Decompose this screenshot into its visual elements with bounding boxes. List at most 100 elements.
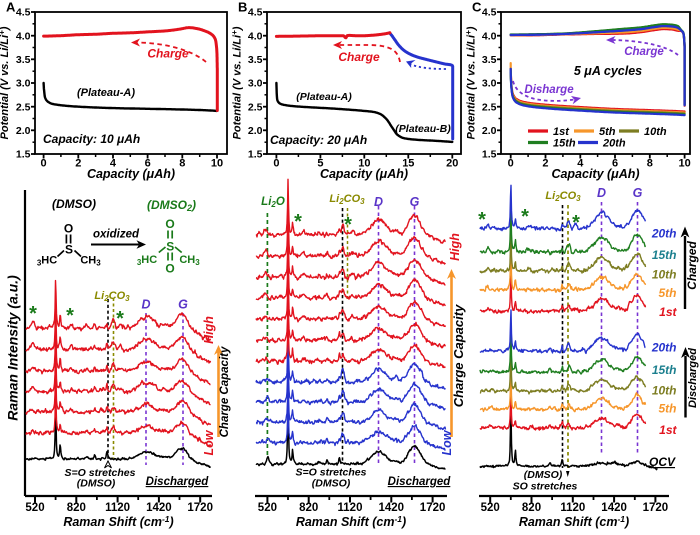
svg-text:G: G (633, 186, 643, 200)
svg-text:4.5: 4.5 (482, 7, 497, 19)
svg-text:*: * (572, 212, 580, 234)
svg-text:3.0: 3.0 (482, 78, 497, 90)
svg-text:3HC: 3HC (37, 255, 57, 268)
svg-text:S=O stretches: S=O stretches (65, 467, 136, 479)
svg-text:Potential (V vs. Li/Li+): Potential (V vs. Li/Li+) (230, 26, 244, 139)
svg-text:3HC: 3HC (137, 254, 157, 267)
svg-text:10th: 10th (652, 268, 677, 282)
svg-text:(Plateau-A): (Plateau-A) (296, 91, 352, 103)
svg-text:1.5: 1.5 (248, 149, 263, 161)
svg-text:S=O stretches: S=O stretches (296, 467, 367, 479)
svg-text:Capacity (μAh): Capacity (μAh) (87, 167, 175, 181)
svg-text:*: * (66, 305, 74, 327)
svg-text:2.5: 2.5 (248, 101, 263, 113)
svg-text:3.5: 3.5 (482, 54, 497, 66)
svg-text:(Plateau-B): (Plateau-B) (395, 123, 451, 135)
svg-text:(DMSO): (DMSO) (524, 469, 563, 481)
svg-text:Discharged: Discharged (146, 476, 210, 488)
svg-text:20th: 20th (651, 227, 677, 241)
svg-text:D: D (141, 298, 150, 312)
svg-text:Li2CO3: Li2CO3 (94, 290, 130, 303)
svg-text:Raman Shift (cm-1): Raman Shift (cm-1) (519, 514, 629, 529)
svg-text:4.5: 4.5 (16, 7, 31, 19)
svg-text:(DMSO): (DMSO) (77, 478, 116, 490)
svg-text:8: 8 (179, 158, 185, 170)
svg-text:(DMSO): (DMSO) (312, 478, 351, 490)
svg-text:1720: 1720 (187, 502, 213, 514)
svg-text:820: 820 (299, 502, 318, 514)
svg-text:6: 6 (612, 158, 618, 170)
svg-text:0: 0 (273, 158, 279, 170)
svg-text:oxidized: oxidized (93, 229, 140, 241)
svg-text:1420: 1420 (146, 502, 172, 514)
svg-text:Capacity: 10 μAh: Capacity: 10 μAh (43, 132, 140, 146)
svg-text:Capacity (μAh): Capacity (μAh) (320, 167, 408, 181)
svg-text:Capacity (μAh): Capacity (μAh) (551, 167, 639, 181)
svg-text:10: 10 (678, 158, 690, 170)
svg-text:0: 0 (41, 158, 47, 170)
svg-text:(DMSO2): (DMSO2) (147, 198, 196, 213)
svg-text:520: 520 (258, 502, 277, 514)
svg-text:820: 820 (522, 502, 541, 514)
svg-text:Capacity: 20 μAh: Capacity: 20 μAh (270, 133, 367, 147)
svg-text:3.5: 3.5 (248, 54, 263, 66)
svg-text:15th: 15th (553, 138, 576, 150)
svg-text:520: 520 (25, 502, 44, 514)
svg-text:2: 2 (75, 158, 81, 170)
svg-text:1120: 1120 (105, 502, 130, 514)
svg-text:10th: 10th (644, 126, 667, 138)
svg-text:5th: 5th (659, 286, 677, 300)
svg-text:OCV: OCV (649, 455, 676, 469)
svg-text:4: 4 (577, 158, 584, 170)
svg-text:S: S (65, 243, 73, 257)
svg-text:Disharge: Disharge (524, 84, 574, 96)
svg-text:1120: 1120 (560, 502, 585, 514)
svg-text:Li2CO3: Li2CO3 (329, 193, 365, 206)
svg-text:(Plateau-A): (Plateau-A) (77, 87, 135, 99)
svg-text:Charge: Charge (338, 50, 380, 64)
svg-text:15th: 15th (652, 363, 677, 377)
svg-text:4.0: 4.0 (16, 30, 31, 42)
svg-text:5: 5 (317, 158, 323, 170)
svg-text:520: 520 (481, 502, 500, 514)
svg-text:3.0: 3.0 (16, 78, 31, 90)
svg-text:1.5: 1.5 (16, 149, 31, 161)
svg-text:S: S (166, 240, 174, 254)
svg-text:O: O (165, 262, 174, 276)
svg-text:High: High (448, 233, 462, 261)
svg-text:20th: 20th (651, 341, 677, 355)
svg-text:5th: 5th (599, 126, 616, 138)
svg-text:1st: 1st (659, 305, 677, 319)
svg-text:1st: 1st (553, 126, 570, 138)
svg-text:G: G (178, 298, 188, 312)
svg-text:Charge: Charge (624, 46, 664, 58)
svg-text:O: O (165, 217, 174, 231)
svg-text:1720: 1720 (643, 502, 669, 514)
svg-text:CH3: CH3 (179, 254, 200, 267)
svg-text:SO stretches: SO stretches (513, 481, 578, 493)
svg-text:4.0: 4.0 (482, 30, 497, 42)
svg-text:5 μA cycles: 5 μA cycles (574, 64, 642, 78)
svg-text:Li2O: Li2O (261, 196, 285, 209)
svg-text:*: * (116, 308, 124, 330)
svg-text:Potential (V vs. Li/Li+): Potential (V vs. Li/Li+) (0, 26, 11, 139)
svg-text:1.5: 1.5 (482, 149, 497, 161)
svg-text:2.0: 2.0 (248, 125, 263, 137)
svg-text:0: 0 (508, 158, 514, 170)
svg-text:3.0: 3.0 (248, 78, 263, 90)
svg-text:1720: 1720 (420, 502, 446, 514)
svg-text:D: D (374, 195, 383, 209)
svg-text:*: * (29, 303, 37, 325)
svg-text:1420: 1420 (601, 502, 627, 514)
svg-text:D: D (597, 186, 606, 200)
svg-text:Charge Capacity: Charge Capacity (451, 304, 466, 407)
svg-text:10: 10 (358, 158, 370, 170)
svg-text:*: * (344, 214, 352, 236)
svg-text:2.5: 2.5 (482, 101, 497, 113)
svg-text:4.5: 4.5 (248, 7, 263, 19)
svg-text:Discharged: Discharged (687, 348, 699, 408)
svg-text:1120: 1120 (338, 502, 363, 514)
svg-text:(DMSO): (DMSO) (52, 197, 96, 211)
svg-text:3.5: 3.5 (16, 54, 31, 66)
svg-text:B: B (238, 0, 247, 15)
